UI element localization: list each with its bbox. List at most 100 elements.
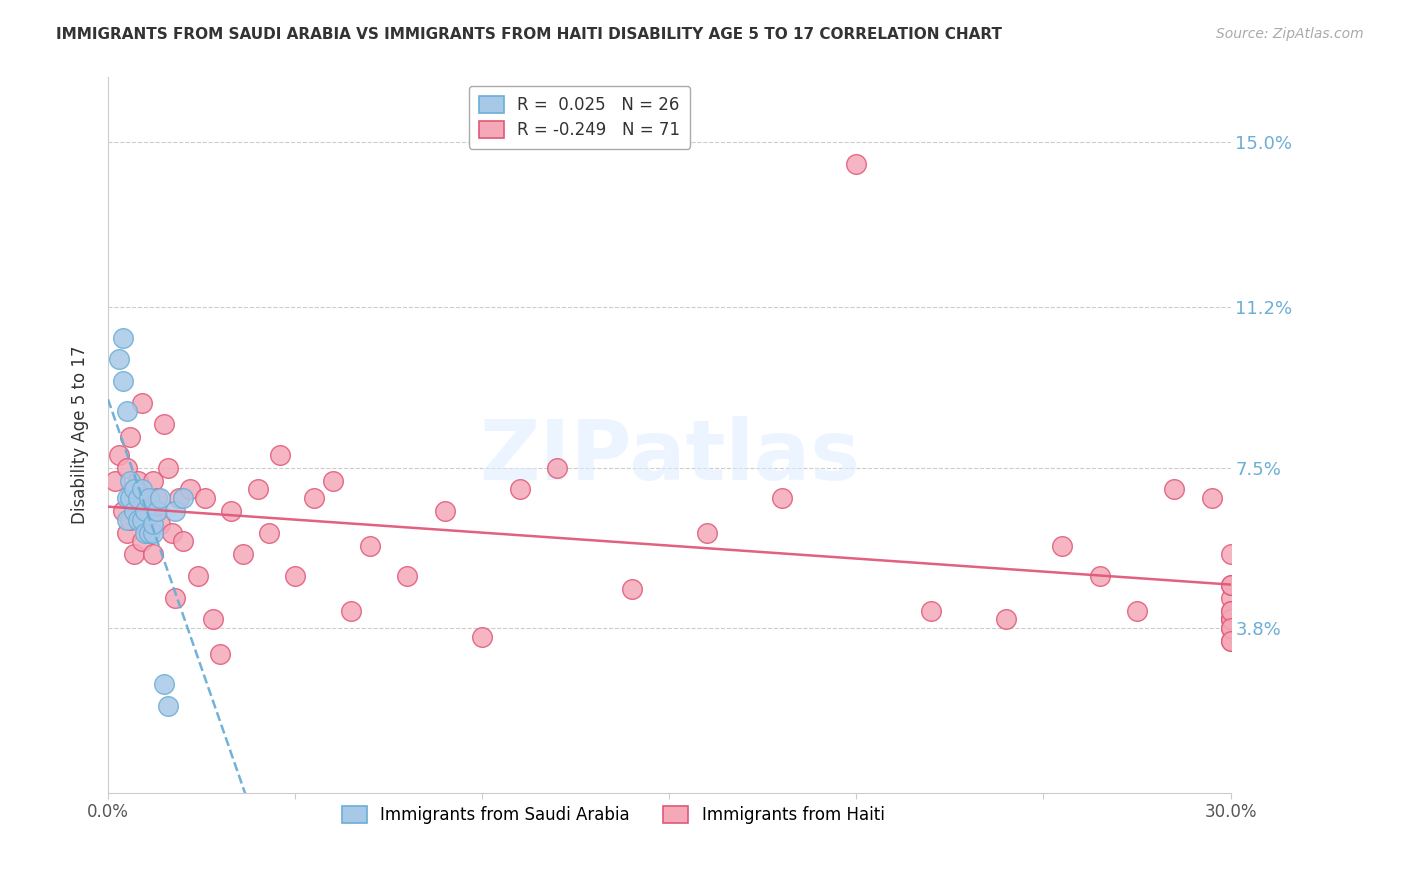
Point [149, 516, 172, 531]
Point [1219, 577, 1241, 591]
Point [187, 569, 209, 583]
Point [145, 504, 167, 518]
Point [1201, 491, 1223, 505]
Point [108, 448, 131, 462]
Point [1219, 591, 1241, 605]
Point [138, 491, 160, 505]
Point [509, 482, 531, 496]
Point [127, 504, 149, 518]
Point [131, 534, 153, 549]
Point [134, 516, 156, 531]
Point [995, 612, 1018, 626]
Point [122, 547, 145, 561]
Point [134, 525, 156, 540]
Point [165, 591, 187, 605]
Point [127, 512, 149, 526]
Point [131, 395, 153, 409]
Point [115, 491, 138, 505]
Point [153, 677, 176, 691]
Point [546, 460, 568, 475]
Point [115, 460, 138, 475]
Point [104, 474, 127, 488]
Point [359, 539, 381, 553]
Point [122, 504, 145, 518]
Point [115, 512, 138, 526]
Point [221, 504, 243, 518]
Point [138, 525, 160, 540]
Point [209, 647, 232, 661]
Point [179, 482, 201, 496]
Point [1219, 604, 1241, 618]
Point [108, 352, 131, 367]
Point [1219, 577, 1241, 591]
Point [134, 504, 156, 518]
Point [111, 504, 134, 518]
Point [696, 525, 718, 540]
Point [321, 474, 343, 488]
Point [115, 525, 138, 540]
Point [396, 569, 419, 583]
Point [167, 491, 190, 505]
Point [156, 698, 179, 713]
Point [120, 474, 142, 488]
Point [172, 491, 194, 505]
Point [120, 512, 142, 526]
Point [302, 491, 325, 505]
Point [340, 604, 363, 618]
Point [120, 491, 142, 505]
Point [138, 525, 160, 540]
Point [246, 482, 269, 496]
Point [122, 482, 145, 496]
Point [145, 491, 167, 505]
Y-axis label: Disability Age 5 to 17: Disability Age 5 to 17 [72, 346, 89, 524]
Point [111, 330, 134, 344]
Point [1219, 612, 1241, 626]
Text: ZIPatlas: ZIPatlas [479, 416, 860, 497]
Point [111, 374, 134, 388]
Point [269, 448, 291, 462]
Point [845, 157, 868, 171]
Point [131, 482, 153, 496]
Point [770, 491, 793, 505]
Text: Source: ZipAtlas.com: Source: ZipAtlas.com [1216, 27, 1364, 41]
Point [1219, 634, 1241, 648]
Text: IMMIGRANTS FROM SAUDI ARABIA VS IMMIGRANTS FROM HAITI DISABILITY AGE 5 TO 17 COR: IMMIGRANTS FROM SAUDI ARABIA VS IMMIGRAN… [56, 27, 1002, 42]
Point [920, 604, 942, 618]
Point [1219, 621, 1241, 635]
Point [142, 525, 165, 540]
Point [257, 525, 280, 540]
Point [284, 569, 307, 583]
Point [1219, 634, 1241, 648]
Point [620, 582, 643, 596]
Point [142, 547, 165, 561]
Point [153, 417, 176, 432]
Point [1219, 547, 1241, 561]
Point [142, 516, 165, 531]
Point [115, 404, 138, 418]
Point [1219, 621, 1241, 635]
Point [127, 491, 149, 505]
Point [1163, 482, 1185, 496]
Point [1088, 569, 1111, 583]
Point [471, 630, 494, 644]
Point [131, 512, 153, 526]
Point [1126, 604, 1149, 618]
Point [1219, 612, 1241, 626]
Point [165, 504, 187, 518]
Point [160, 525, 183, 540]
Point [156, 460, 179, 475]
Point [194, 491, 217, 505]
Point [149, 491, 172, 505]
Point [172, 534, 194, 549]
Point [232, 547, 254, 561]
Point [134, 491, 156, 505]
Point [433, 504, 456, 518]
Point [1219, 612, 1241, 626]
Point [122, 482, 145, 496]
Point [120, 430, 142, 444]
Point [142, 474, 165, 488]
Point [1050, 539, 1073, 553]
Point [145, 504, 167, 518]
Point [1219, 604, 1241, 618]
Point [201, 612, 224, 626]
